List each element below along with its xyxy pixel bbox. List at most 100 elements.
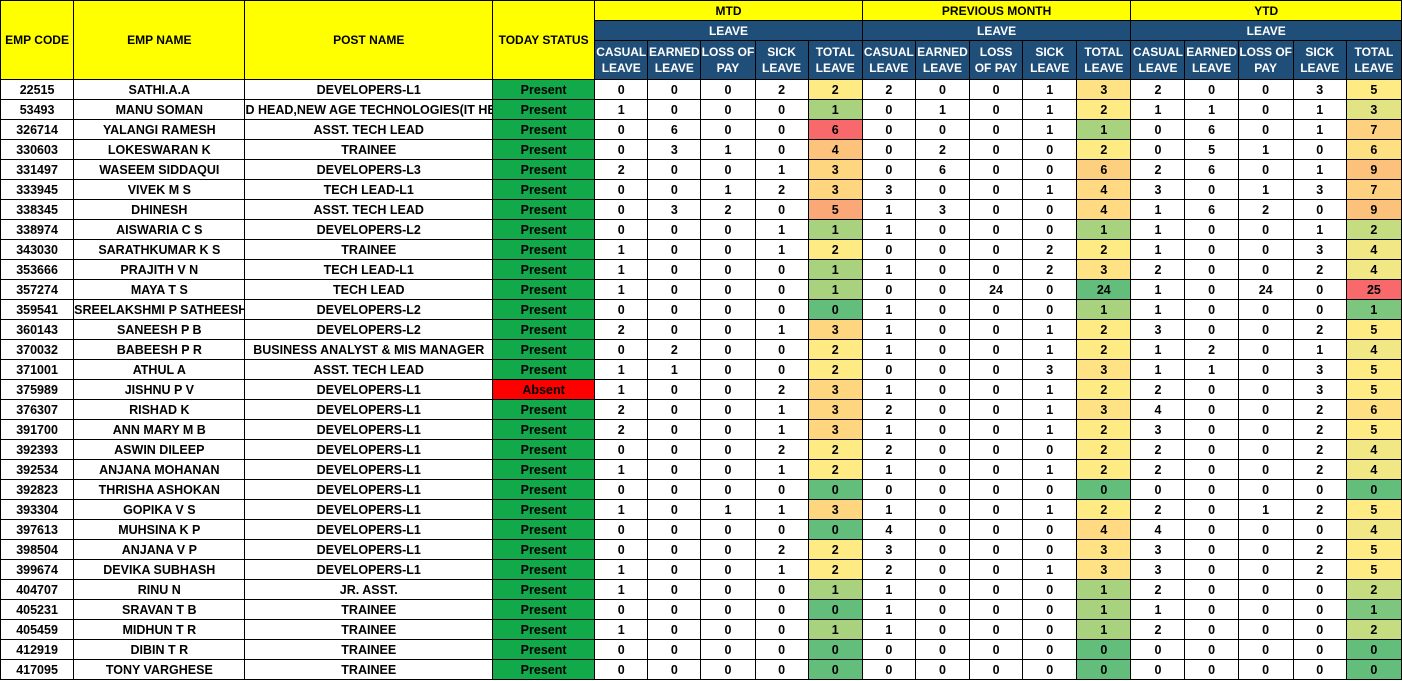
emp-code-cell: 370032: [0, 339, 75, 360]
ytd-casual-cell: 2: [1130, 259, 1186, 280]
emp-name-cell: LOKESWARAN K: [73, 139, 246, 160]
ytd-sick-cell: 2: [1292, 319, 1347, 340]
status-badge: Present: [491, 159, 596, 180]
post-name-cell: DEVELOPERS-L1: [244, 379, 493, 400]
post-name-cell: D HEAD,NEW AGE TECHNOLOGIES(IT HEA: [244, 99, 493, 120]
ytd-casual-cell: 4: [1130, 399, 1186, 420]
prev-sick-cell: 1: [1022, 499, 1078, 520]
prev-loss-of-pay-cell: 0: [969, 299, 1024, 320]
ytd-loss-of-pay-cell: 0: [1237, 439, 1294, 460]
mtd-loss-of-pay-cell: 0: [700, 439, 756, 460]
prev-earned-cell: 0: [914, 639, 971, 660]
emp-name-cell: MIDHUN T R: [73, 619, 246, 640]
table-row: 353666 PRAJITH V N TECH LEAD-L1 Present 1 0 0 0…: [0, 259, 1402, 280]
mtd-casual-cell: 1: [594, 379, 649, 400]
ytd-sick-cell: 3: [1292, 239, 1347, 260]
ytd-total-cell: 5: [1345, 559, 1402, 580]
table-row: 392393 ASWIN DILEEP DEVELOPERS-L1 Present 0 0…: [0, 439, 1402, 460]
header-mtd-loss-of-pay-leave: LOSS OF PAY: [700, 40, 756, 80]
mtd-earned-cell: 0: [647, 279, 702, 300]
mtd-loss-of-pay-cell: 1: [700, 179, 756, 200]
header-ytd-total-leave: TOTAL LEAVE: [1345, 40, 1402, 80]
mtd-loss-of-pay-cell: 0: [700, 279, 756, 300]
status-badge: Present: [491, 279, 596, 300]
ytd-casual-cell: 3: [1130, 419, 1186, 440]
mtd-casual-cell: 1: [594, 359, 649, 380]
mtd-earned-cell: 0: [647, 259, 702, 280]
ytd-total-cell: 5: [1345, 539, 1402, 560]
emp-name-cell: GOPIKA V S: [73, 499, 246, 520]
header-prev-earned-leave: EARNED LEAVE: [914, 40, 971, 80]
emp-name-cell: MANU SOMAN: [73, 99, 246, 120]
mtd-loss-of-pay-cell: 0: [700, 479, 756, 500]
ytd-total-cell: 5: [1345, 419, 1402, 440]
mtd-total-cell: 1: [807, 259, 863, 280]
status-badge: Present: [491, 259, 596, 280]
prev-sick-cell: 2: [1022, 259, 1078, 280]
emp-code-cell: 371001: [0, 359, 75, 380]
mtd-total-cell: 0: [807, 519, 863, 540]
prev-sick-cell: 2: [1022, 239, 1078, 260]
mtd-casual-cell: 1: [594, 259, 649, 280]
prev-sick-cell: 0: [1022, 519, 1078, 540]
ytd-loss-of-pay-cell: 0: [1237, 419, 1294, 440]
ytd-loss-of-pay-cell: 0: [1237, 399, 1294, 420]
prev-sick-cell: 0: [1022, 199, 1078, 220]
ytd-total-cell: 5: [1345, 499, 1402, 520]
mtd-total-cell: 2: [807, 439, 863, 460]
ytd-sick-cell: 0: [1292, 639, 1347, 660]
ytd-loss-of-pay-cell: 0: [1237, 339, 1294, 360]
ytd-earned-cell: 0: [1184, 279, 1239, 300]
emp-name-cell: RINU N: [73, 579, 246, 600]
emp-code-cell: 392393: [0, 439, 75, 460]
prev-loss-of-pay-cell: 24: [969, 279, 1024, 300]
mtd-loss-of-pay-cell: 0: [700, 119, 756, 140]
prev-loss-of-pay-cell: 0: [969, 659, 1024, 680]
mtd-loss-of-pay-cell: 0: [700, 339, 756, 360]
ytd-casual-cell: 1: [1130, 219, 1186, 240]
prev-total-cell: 3: [1076, 399, 1132, 420]
status-badge: Present: [491, 539, 596, 560]
ytd-loss-of-pay-cell: 1: [1237, 499, 1294, 520]
mtd-casual-cell: 0: [594, 639, 649, 660]
mtd-total-cell: 4: [807, 139, 863, 160]
ytd-sick-cell: 2: [1292, 499, 1347, 520]
post-name-cell: DEVELOPERS-L1: [244, 479, 493, 500]
prev-casual-cell: 0: [861, 279, 916, 300]
ytd-casual-cell: 1: [1130, 359, 1186, 380]
status-badge: Present: [491, 119, 596, 140]
ytd-earned-cell: 0: [1184, 659, 1239, 680]
mtd-loss-of-pay-cell: 0: [700, 519, 756, 540]
mtd-earned-cell: 0: [647, 479, 702, 500]
mtd-sick-cell: 2: [754, 179, 809, 200]
prev-loss-of-pay-cell: 0: [969, 159, 1024, 180]
mtd-sick-cell: 1: [754, 559, 809, 580]
prev-casual-cell: 1: [861, 299, 916, 320]
ytd-earned-cell: 6: [1184, 159, 1239, 180]
ytd-total-cell: 4: [1345, 339, 1402, 360]
ytd-sick-cell: 0: [1292, 579, 1347, 600]
header-mtd-sick-leave: SICK LEAVE: [754, 40, 809, 80]
mtd-loss-of-pay-cell: 0: [700, 319, 756, 340]
prev-total-cell: 3: [1076, 559, 1132, 580]
ytd-casual-cell: 1: [1130, 239, 1186, 260]
status-badge: Present: [491, 199, 596, 220]
mtd-sick-cell: 0: [754, 139, 809, 160]
post-name-cell: DEVELOPERS-L1: [244, 79, 493, 100]
emp-code-cell: 393304: [0, 499, 75, 520]
mtd-loss-of-pay-cell: 0: [700, 359, 756, 380]
post-name-cell: TRAINEE: [244, 599, 493, 620]
prev-loss-of-pay-cell: 0: [969, 179, 1024, 200]
prev-loss-of-pay-cell: 0: [969, 439, 1024, 460]
mtd-total-cell: 0: [807, 599, 863, 620]
header-ytd-sick-leave: SICK LEAVE: [1292, 40, 1347, 80]
mtd-loss-of-pay-cell: 0: [700, 639, 756, 660]
prev-total-cell: 0: [1076, 479, 1132, 500]
prev-loss-of-pay-cell: 0: [969, 579, 1024, 600]
mtd-total-cell: 2: [807, 459, 863, 480]
emp-name-cell: BABEESH P R: [73, 339, 246, 360]
emp-name-cell: ANJANA MOHANAN: [73, 459, 246, 480]
ytd-earned-cell: 6: [1184, 199, 1239, 220]
mtd-earned-cell: 0: [647, 459, 702, 480]
